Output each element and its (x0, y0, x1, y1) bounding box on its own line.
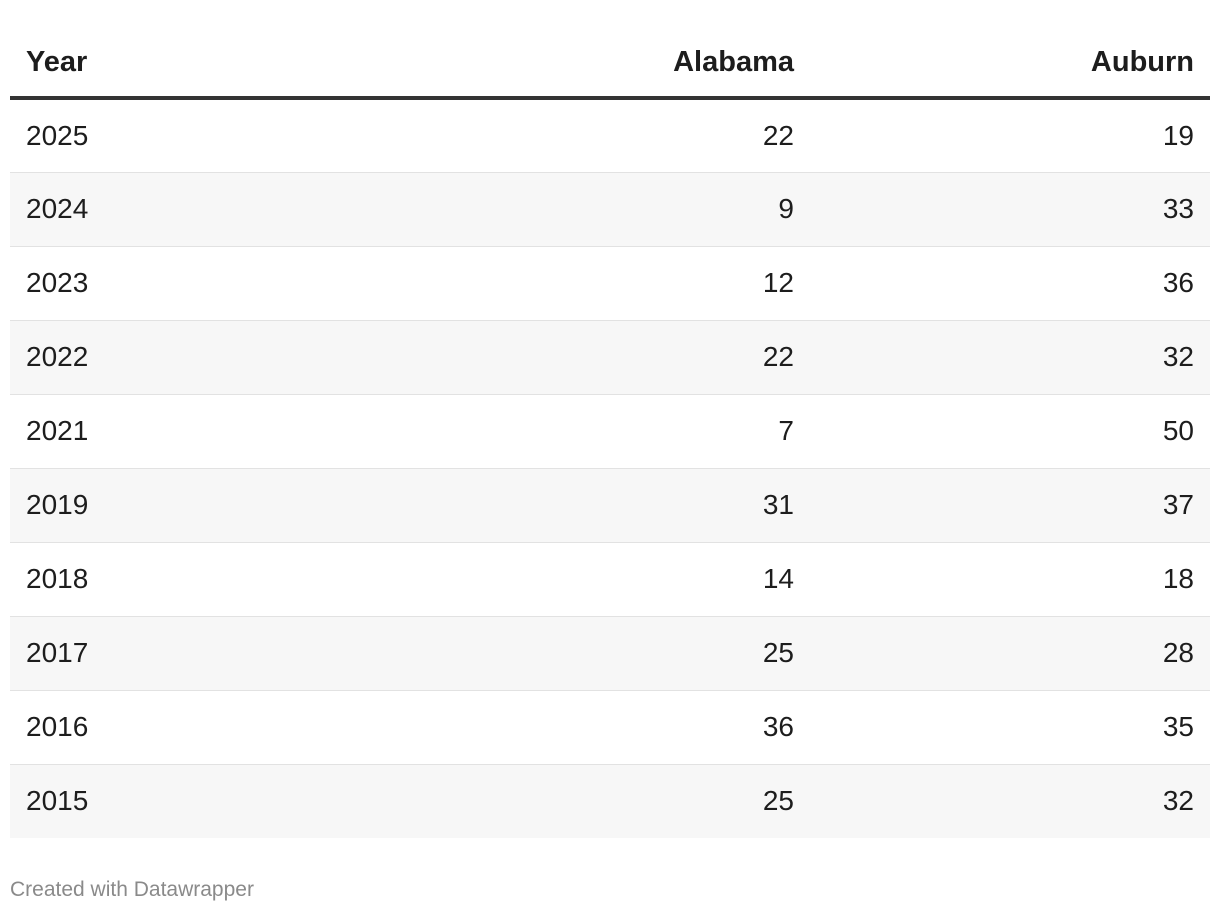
cell-alabama: 7 (410, 394, 810, 469)
cell-auburn: 18 (810, 542, 1210, 617)
data-table-container: Year Alabama Auburn 2025 22 19 2024 9 33 2023 1… (10, 28, 1210, 838)
cell-alabama: 25 (410, 616, 810, 691)
cell-auburn: 33 (810, 172, 1210, 247)
cell-alabama: 22 (410, 98, 810, 173)
table-row: 2022 22 32 (10, 320, 1210, 395)
column-header-year[interactable]: Year (10, 28, 410, 100)
table-row: 2018 14 18 (10, 542, 1210, 617)
cell-auburn: 35 (810, 690, 1210, 765)
table-row: 2025 22 19 (10, 98, 1210, 173)
cell-alabama: 9 (410, 172, 810, 247)
cell-year: 2017 (10, 616, 410, 691)
cell-alabama: 14 (410, 542, 810, 617)
column-header-auburn[interactable]: Auburn (810, 28, 1210, 100)
cell-alabama: 31 (410, 468, 810, 543)
cell-auburn: 32 (810, 764, 1210, 838)
cell-year: 2021 (10, 394, 410, 469)
table-row: 2017 25 28 (10, 616, 1210, 691)
cell-auburn: 19 (810, 98, 1210, 173)
cell-year: 2024 (10, 172, 410, 247)
cell-year: 2025 (10, 98, 410, 173)
cell-alabama: 36 (410, 690, 810, 765)
cell-year: 2022 (10, 320, 410, 395)
table-row: 2019 31 37 (10, 468, 1210, 543)
cell-auburn: 32 (810, 320, 1210, 395)
cell-year: 2019 (10, 468, 410, 543)
cell-year: 2015 (10, 764, 410, 838)
table-row: 2015 25 32 (10, 764, 1210, 838)
table-row: 2023 12 36 (10, 246, 1210, 321)
datawrapper-credit[interactable]: Created with Datawrapper (10, 878, 254, 901)
table-row: 2016 36 35 (10, 690, 1210, 765)
column-header-alabama[interactable]: Alabama (410, 28, 810, 100)
cell-auburn: 37 (810, 468, 1210, 543)
data-table: Year Alabama Auburn 2025 22 19 2024 9 33 2023 1… (10, 28, 1210, 838)
table-row: 2021 7 50 (10, 394, 1210, 469)
cell-year: 2018 (10, 542, 410, 617)
table-header: Year Alabama Auburn (10, 28, 1210, 100)
cell-year: 2016 (10, 690, 410, 765)
header-row: Year Alabama Auburn (10, 28, 1210, 100)
cell-alabama: 22 (410, 320, 810, 395)
cell-alabama: 25 (410, 764, 810, 838)
table-body: 2025 22 19 2024 9 33 2023 12 36 2022 22 32 2021 7 50 20… (10, 98, 1210, 838)
cell-year: 2023 (10, 246, 410, 321)
cell-auburn: 28 (810, 616, 1210, 691)
cell-alabama: 12 (410, 246, 810, 321)
table-row: 2024 9 33 (10, 172, 1210, 247)
cell-auburn: 50 (810, 394, 1210, 469)
cell-auburn: 36 (810, 246, 1210, 321)
